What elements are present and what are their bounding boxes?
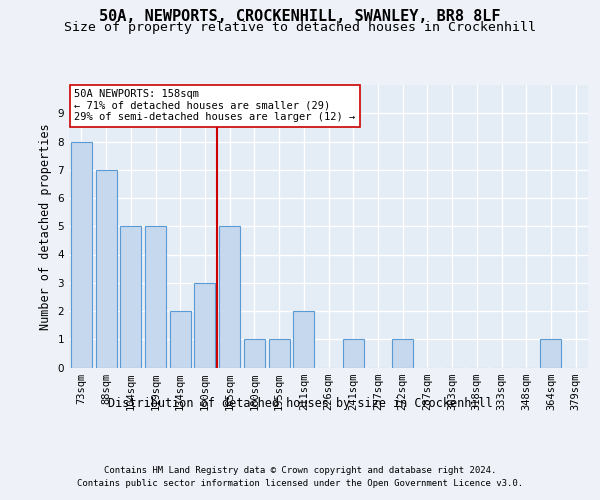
Bar: [194, 283, 215, 368]
Bar: [269, 339, 290, 368]
Text: Contains public sector information licensed under the Open Government Licence v3: Contains public sector information licen…: [77, 479, 523, 488]
Bar: [541, 339, 562, 368]
Bar: [293, 311, 314, 368]
Bar: [244, 339, 265, 368]
Bar: [71, 142, 92, 368]
Bar: [219, 226, 240, 368]
Text: 50A NEWPORTS: 158sqm
← 71% of detached houses are smaller (29)
29% of semi-detac: 50A NEWPORTS: 158sqm ← 71% of detached h…: [74, 89, 355, 122]
Bar: [95, 170, 116, 368]
Text: Contains HM Land Registry data © Crown copyright and database right 2024.: Contains HM Land Registry data © Crown c…: [104, 466, 496, 475]
Text: Size of property relative to detached houses in Crockenhill: Size of property relative to detached ho…: [64, 22, 536, 35]
Bar: [343, 339, 364, 368]
Text: 50A, NEWPORTS, CROCKENHILL, SWANLEY, BR8 8LF: 50A, NEWPORTS, CROCKENHILL, SWANLEY, BR8…: [99, 9, 501, 24]
Y-axis label: Number of detached properties: Number of detached properties: [39, 123, 52, 330]
Bar: [120, 226, 141, 368]
Text: Distribution of detached houses by size in Crockenhill: Distribution of detached houses by size …: [107, 398, 493, 410]
Bar: [170, 311, 191, 368]
Bar: [145, 226, 166, 368]
Bar: [392, 339, 413, 368]
